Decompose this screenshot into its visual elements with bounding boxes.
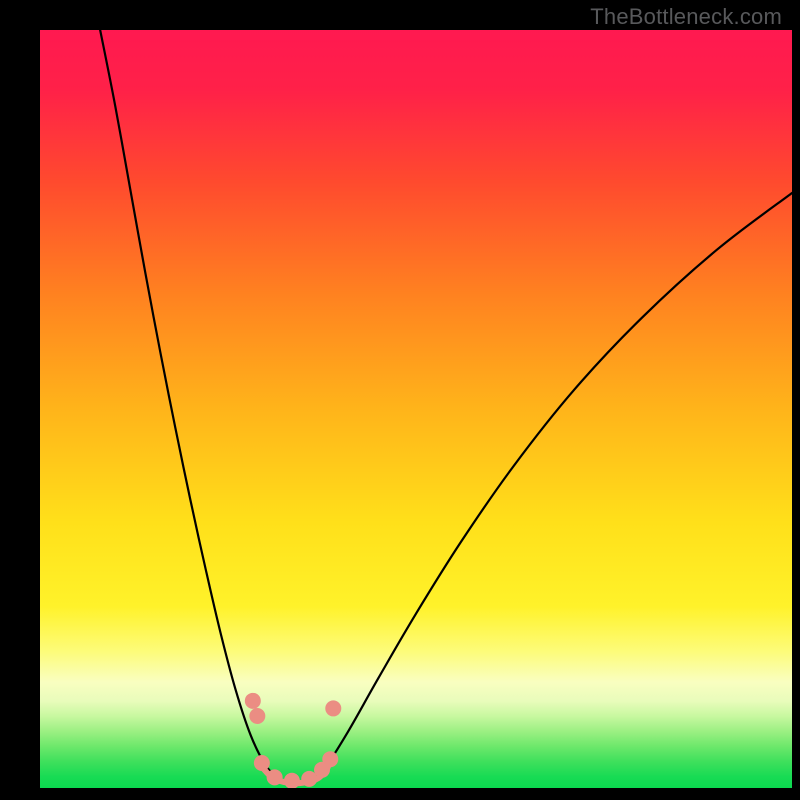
chart-container: TheBottleneck.com xyxy=(0,0,800,800)
trough-marker xyxy=(325,700,341,716)
trough-marker xyxy=(254,755,270,771)
gradient-background xyxy=(40,30,792,788)
trough-marker xyxy=(249,708,265,724)
trough-marker xyxy=(267,769,283,785)
watermark-text: TheBottleneck.com xyxy=(590,4,782,30)
trough-marker xyxy=(322,751,338,767)
bottleneck-plot xyxy=(40,30,792,788)
trough-marker xyxy=(245,693,261,709)
